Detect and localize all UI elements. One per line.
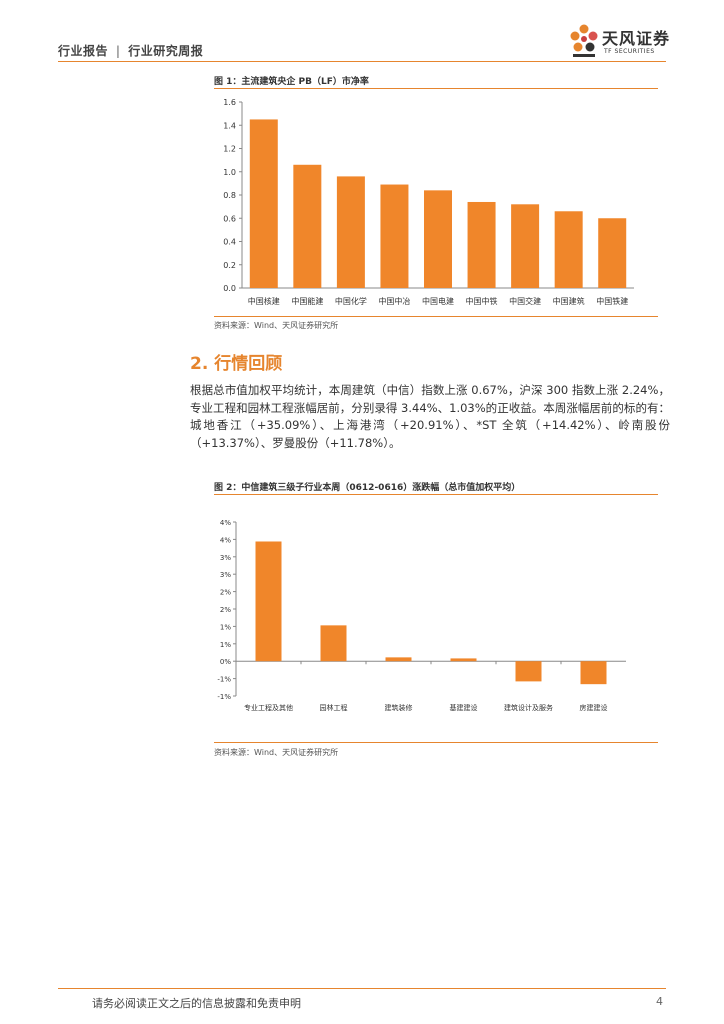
x-tick-label: 房建建设: [580, 703, 608, 712]
x-tick-label: 建筑装修: [385, 703, 413, 712]
header-divider: [58, 61, 666, 62]
bar: [598, 218, 627, 288]
bar: [385, 657, 412, 662]
figure2-top-rule: [214, 494, 658, 495]
y-tick-label: -1%: [217, 693, 231, 701]
y-tick-label: -1%: [217, 676, 231, 684]
bar: [554, 211, 583, 288]
x-tick-label: 园林工程: [320, 703, 348, 712]
footer-disclaimer: 请务必阅读正文之后的信息披露和免责申明: [92, 997, 301, 1010]
y-tick-label: 0.0: [223, 284, 236, 293]
y-tick-label: 1.2: [223, 145, 236, 154]
flower-logo-icon: [570, 24, 598, 57]
footer-divider: [58, 988, 666, 989]
bar: [515, 661, 542, 682]
x-tick-label: 中国中冶: [378, 296, 410, 306]
page-number: 4: [656, 995, 663, 1008]
x-tick-label: 中国中铁: [466, 296, 498, 306]
y-tick-label: 1%: [220, 641, 231, 649]
figure1-top-rule: [214, 88, 658, 89]
figure2-bottom-rule: [214, 742, 658, 743]
x-tick-label: 中国交建: [509, 296, 541, 306]
bar: [255, 541, 282, 662]
bar: [249, 119, 278, 288]
y-tick-label: 0.2: [223, 261, 236, 270]
report-category: 行业报告: [58, 44, 109, 58]
y-tick-label: 4%: [220, 536, 231, 544]
x-tick-label: 中国核建: [248, 296, 280, 306]
bar: [320, 625, 347, 662]
header-separator: |: [115, 44, 121, 58]
y-tick-label: 1.6: [223, 98, 236, 107]
figure1-bar-chart: 0.0 0.2 0.4 0.6 0.8 1.0 1.2 1.4 1.6 中国核建 中国能建 中国化学 中…: [223, 98, 634, 306]
y-tick-label: 1.4: [223, 121, 236, 130]
x-tick-label: 中国铁建: [596, 296, 628, 306]
figure1-bottom-rule: [214, 316, 658, 317]
x-tick-label: 专业工程及其他: [244, 703, 293, 712]
figure1-source: 资料来源：Wind、天风证券研究所: [214, 321, 339, 330]
bar: [450, 658, 477, 662]
section-title: 2. 行情回顾: [190, 354, 283, 374]
bar: [293, 164, 322, 288]
bar: [580, 661, 607, 685]
y-tick-label: 0%: [220, 658, 231, 666]
y-tick-label: 3%: [220, 554, 231, 562]
logo-chinese-name: 天风证券: [602, 29, 671, 48]
y-tick-label: 2%: [220, 589, 231, 597]
y-tick-label: 2%: [220, 606, 231, 614]
figure2-source: 资料来源：Wind、天风证券研究所: [214, 748, 339, 757]
x-tick-label: 中国电建: [422, 296, 454, 306]
bar: [336, 176, 365, 288]
figure2-bar-chart: -1% -1% 0% 1% 1% 2% 2% 3% 3% 4% 4% 专业工程及其他 园林工程 建筑装修 基…: [217, 519, 626, 712]
x-tick-label: 中国化学: [335, 296, 367, 306]
y-tick-label: 1%: [220, 623, 231, 631]
y-tick-label: 0.4: [223, 238, 236, 247]
y-tick-label: 4%: [220, 519, 231, 527]
x-tick-label: 建筑设计及服务: [504, 703, 553, 712]
section-paragraph: 根据总市值加权平均统计，本周建筑（中信）指数上涨 0.67%，沪深 300 指数…: [190, 383, 670, 450]
x-tick-label: 中国建筑: [553, 296, 585, 306]
y-tick-label: 3%: [220, 571, 231, 579]
y-tick-label: 1.0: [223, 168, 236, 177]
bar: [424, 190, 452, 288]
logo-english-name: TF SECURITIES: [604, 48, 655, 55]
x-tick-label: 基建建设: [450, 703, 478, 712]
bar: [380, 184, 409, 288]
figure1-title: 图 1：主流建筑央企 PB（LF）市净率: [214, 77, 369, 87]
x-tick-label: 中国能建: [291, 296, 323, 306]
company-logo: 天风证券 TF SECURITIES: [566, 22, 676, 62]
bar: [467, 201, 496, 288]
figure2-title: 图 2：中信建筑三级子行业本周（0612-0616）涨跌幅（总市值加权平均）: [214, 483, 521, 493]
y-tick-label: 0.8: [223, 191, 236, 200]
bar: [511, 204, 540, 288]
y-tick-label: 0.6: [223, 214, 236, 223]
report-header: 行业报告 | 行业研究周报: [58, 42, 203, 59]
report-subcategory: 行业研究周报: [128, 44, 204, 58]
